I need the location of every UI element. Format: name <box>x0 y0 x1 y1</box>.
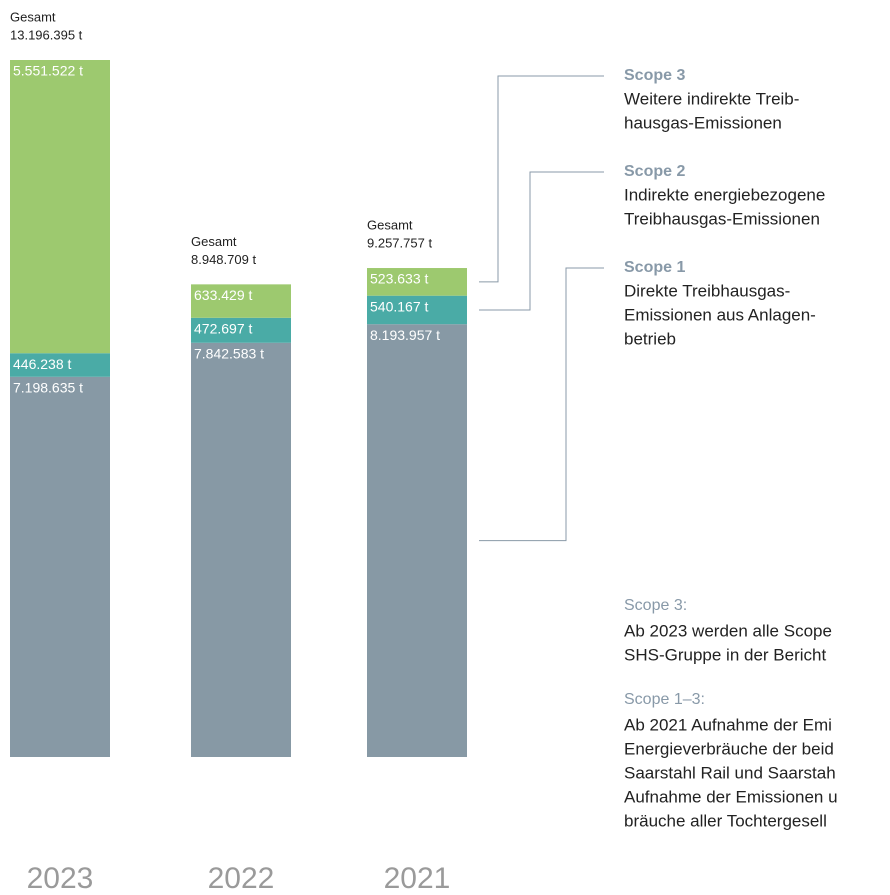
bar-segment <box>367 324 467 757</box>
value-label: 8.193.957 t <box>370 327 440 343</box>
value-label: 523.633 t <box>370 271 428 287</box>
legend-description: Treibhausgas-Emissionen <box>624 209 820 228</box>
legend-title: Scope 3 <box>624 67 685 84</box>
note-line: SHS-Gruppe in der Bericht <box>624 645 826 664</box>
legend-title: Scope 2 <box>624 163 685 180</box>
note-line: bräuche aller Tochtergesell <box>624 811 827 830</box>
legend-description: Weitere indirekte Treib- <box>624 89 799 108</box>
connector <box>479 171 604 311</box>
bar-segment <box>10 376 110 757</box>
year-label: 2022 <box>208 862 275 895</box>
value-label: 633.429 t <box>194 287 252 303</box>
value-label: 446.238 t <box>13 356 71 372</box>
year-label: 2021 <box>384 862 451 895</box>
note-line: Saarstahl Rail und Saarstah <box>624 763 836 782</box>
value-label: 7.198.635 t <box>13 379 83 395</box>
bar-segment <box>367 268 467 296</box>
note-line: Ab 2021 Aufnahme der Emi <box>624 715 832 734</box>
legend-description: Direkte Treibhausgas- <box>624 281 790 300</box>
legend-description: betrieb <box>624 329 676 348</box>
value-label: 472.697 t <box>194 321 252 337</box>
total-title: Gesamt <box>10 9 56 24</box>
total-label: 13.196.395 t <box>10 27 83 42</box>
note-title: Scope 1–3: <box>624 691 705 708</box>
total-label: 8.948.709 t <box>191 252 256 267</box>
note-title: Scope 3: <box>624 597 687 614</box>
year-label: 2023 <box>27 862 94 895</box>
legend-title: Scope 1 <box>624 259 685 276</box>
value-label: 540.167 t <box>370 298 428 314</box>
legend-description: Indirekte energiebezogene <box>624 185 825 204</box>
bar-segment <box>10 60 110 354</box>
legend-description: hausgas-Emissionen <box>624 113 782 132</box>
total-title: Gesamt <box>367 217 413 232</box>
value-label: 7.842.583 t <box>194 345 264 361</box>
bar-segment <box>367 295 467 325</box>
note-line: Aufnahme der Emissionen u <box>624 787 838 806</box>
bar-segment <box>10 353 110 377</box>
bar-segment <box>191 317 291 343</box>
note-line: Ab 2023 werden alle Scope <box>624 621 832 640</box>
value-label: 5.551.522 t <box>13 63 83 79</box>
legend-description: Emissionen aus Anlagen- <box>624 305 816 324</box>
total-title: Gesamt <box>191 234 237 249</box>
bar-segment <box>191 342 291 757</box>
connector <box>479 75 604 283</box>
total-label: 9.257.757 t <box>367 235 432 250</box>
bar-segment <box>191 284 291 318</box>
note-line: Energieverbräuche der beid <box>624 739 834 758</box>
connector <box>479 267 604 542</box>
